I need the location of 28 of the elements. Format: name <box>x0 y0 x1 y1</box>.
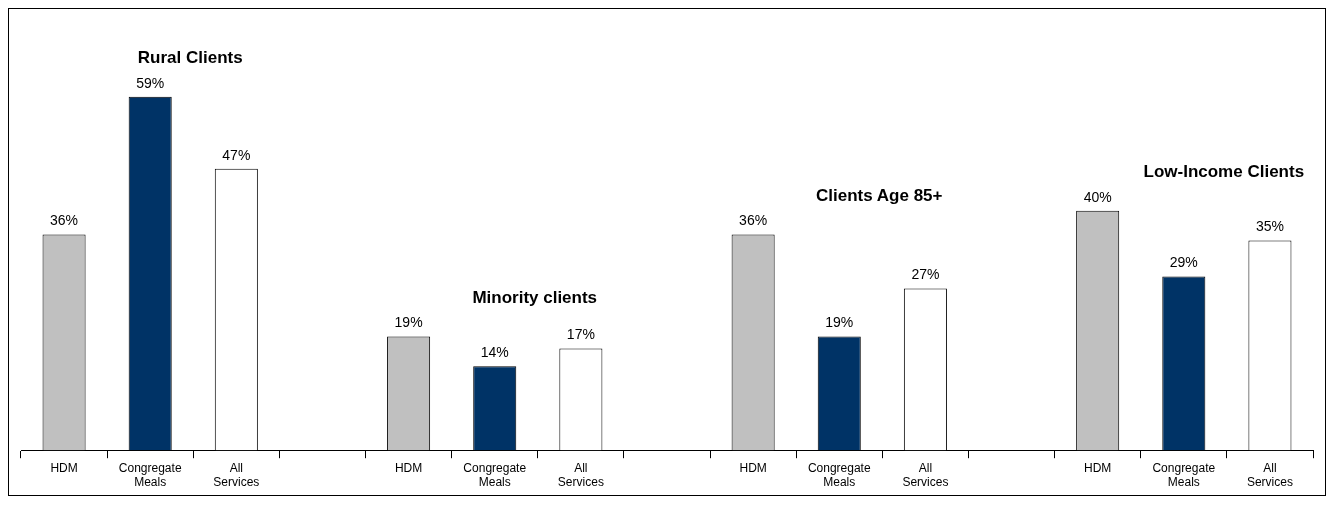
data-label: 47% <box>222 146 251 163</box>
x-tick-label: All Services <box>902 460 949 490</box>
data-label: 36% <box>739 212 768 229</box>
data-label: 59% <box>136 74 165 91</box>
data-label: 19% <box>394 314 423 331</box>
x-tick-label: All Services <box>213 460 260 490</box>
x-tick-label: All Services <box>557 460 604 490</box>
data-label: 27% <box>911 266 940 283</box>
data-label: 40% <box>1083 188 1112 205</box>
annotation: Clients Age 85+ <box>816 185 943 205</box>
data-label: 14% <box>480 344 509 361</box>
text: Rural Clients <box>137 48 243 68</box>
data-label: 35% <box>1255 218 1284 235</box>
data-label: 29% <box>1169 254 1198 271</box>
annotation: Low-Income Clients <box>1143 161 1305 181</box>
x-tick-label: Congregate Meals <box>463 460 527 490</box>
data-label: 36% <box>50 212 79 229</box>
x-tick-label: Congregate Meals <box>807 460 871 490</box>
x-tick-label: Congregate Meals <box>118 460 182 490</box>
data-label: 17% <box>566 326 595 343</box>
x-tick-label: HDM <box>50 460 78 475</box>
data-label: 19% <box>825 314 854 331</box>
x-tick-label: Congregate Meals <box>1152 460 1216 490</box>
x-tick-label: HDM <box>739 460 767 475</box>
x-tick-label: HDM <box>1084 460 1112 475</box>
x-tick-label: HDM <box>394 460 423 475</box>
x-tick-label: All Services <box>1246 460 1293 490</box>
annotation: Minority clients <box>472 287 598 307</box>
